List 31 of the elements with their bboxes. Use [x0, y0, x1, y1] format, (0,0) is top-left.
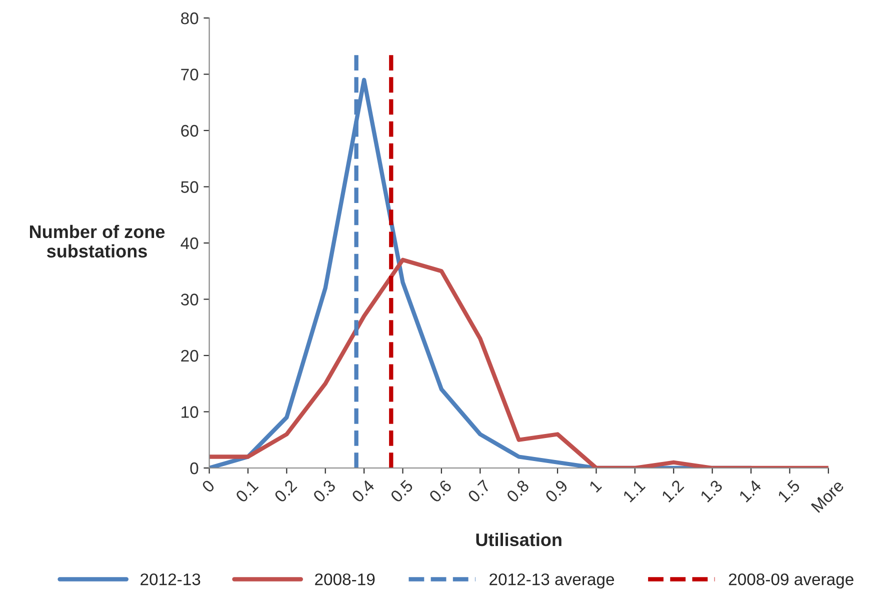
x-tick-label: 0.8: [506, 479, 530, 503]
x-tick-label: 0.7: [467, 479, 491, 503]
x-tick-label: 0.5: [390, 479, 414, 503]
y-tick-label: 50: [180, 181, 198, 193]
y-tick-label: 30: [180, 294, 198, 306]
x-tick-label: 1.1: [622, 479, 646, 502]
legend-label: 2008-19: [315, 573, 375, 586]
legend-label: 2012-13 average: [490, 573, 614, 589]
x-tick-label: 0.6: [428, 479, 452, 503]
x-axis-title: Utilisation: [476, 532, 562, 546]
x-tick-label: 0.2: [274, 479, 298, 503]
y-tick-label: 40: [180, 237, 198, 250]
legend-label: 2012-13: [140, 573, 200, 586]
y-tick-label: 70: [181, 68, 198, 80]
x-tick-label: 1.2: [661, 479, 684, 502]
x-tick-label: 1.5: [777, 479, 801, 503]
x-tick-label: 0: [201, 479, 216, 494]
legend-label: 2008-09 average: [728, 573, 854, 589]
y-axis-title: Number of zone substations: [30, 224, 165, 258]
x-tick-label: 0.1: [235, 479, 259, 503]
y-tick-label: 80: [181, 12, 198, 24]
y-tick-label: 60: [181, 124, 198, 137]
y-tick-label: 20: [181, 350, 198, 362]
x-tick-label: 1.3: [700, 479, 724, 503]
x-tick-label: 0.3: [312, 479, 336, 503]
x-tick-label: 1: [588, 479, 602, 493]
x-tick-label: 1.4: [738, 479, 762, 502]
y-tick-label: 10: [182, 406, 198, 418]
y-tick-label: 0: [190, 462, 198, 474]
x-tick-label: 0.4: [351, 479, 376, 503]
x-tick-label: 0.9: [544, 479, 568, 503]
